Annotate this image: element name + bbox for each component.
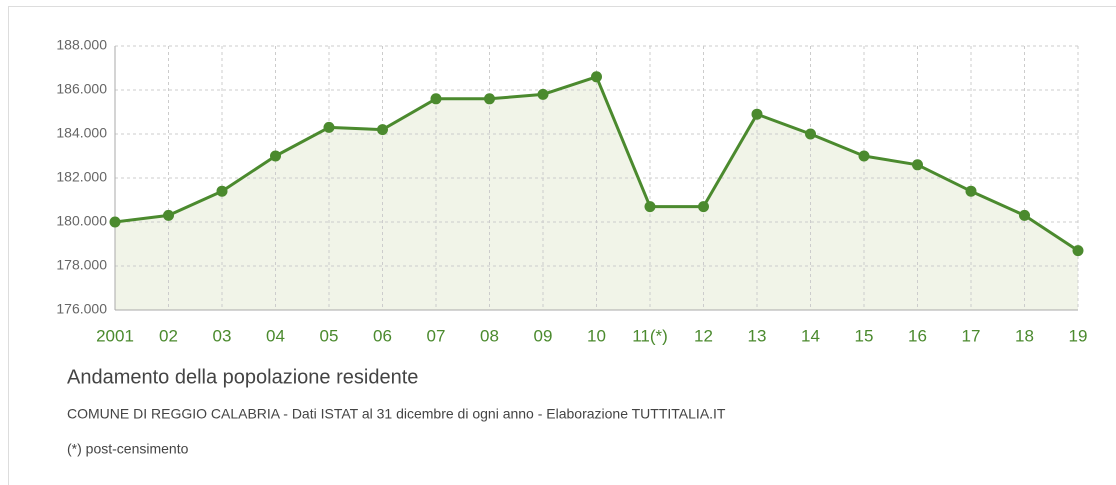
x-tick-label: 11(*) xyxy=(632,326,668,345)
x-tick-label: 09 xyxy=(534,326,553,345)
x-tick-label: 14 xyxy=(801,326,820,345)
marker xyxy=(270,150,281,162)
x-tick-label: 03 xyxy=(213,326,232,345)
x-tick-label: 2001 xyxy=(96,326,134,345)
marker xyxy=(109,216,121,228)
marker xyxy=(377,124,388,136)
chart-subtitle: COMUNE DI REGGIO CALABRIA - Dati ISTAT a… xyxy=(67,406,726,422)
frame xyxy=(8,6,1116,485)
x-tick-label: 12 xyxy=(694,326,713,345)
marker xyxy=(1072,245,1084,257)
marker xyxy=(591,71,602,83)
marker xyxy=(1019,209,1030,221)
x-tick-label: 16 xyxy=(908,326,927,345)
marker xyxy=(644,201,656,213)
x-tick-label: 04 xyxy=(266,326,285,345)
y-tick-label: 184.000 xyxy=(56,125,107,141)
x-tick-label: 17 xyxy=(962,326,981,345)
chart-note: (*) post-censimento xyxy=(67,441,189,457)
y-tick-label: 176.000 xyxy=(56,301,107,317)
x-tick-label: 13 xyxy=(748,326,767,345)
x-tick-label: 15 xyxy=(855,326,874,345)
x-tick-label: 07 xyxy=(427,326,446,345)
marker xyxy=(805,128,816,140)
marker xyxy=(965,185,977,197)
x-tick-label: 05 xyxy=(320,326,339,345)
marker xyxy=(858,150,870,162)
y-tick-label: 178.000 xyxy=(56,257,107,273)
x-tick-label: 19 xyxy=(1069,326,1088,345)
y-tick-label: 188.000 xyxy=(56,37,107,53)
y-tick-label: 180.000 xyxy=(56,213,107,229)
x-tick-label: 10 xyxy=(587,326,606,345)
x-tick-label: 18 xyxy=(1015,326,1034,345)
marker xyxy=(430,93,442,105)
y-tick-label: 186.000 xyxy=(56,81,107,97)
marker xyxy=(216,185,228,197)
x-tick-label: 02 xyxy=(159,326,178,345)
marker xyxy=(698,201,709,213)
x-tick-label: 06 xyxy=(373,326,392,345)
marker xyxy=(751,108,763,120)
y-tick-label: 182.000 xyxy=(56,169,107,185)
area xyxy=(115,76,1078,310)
marker xyxy=(323,121,335,133)
marker xyxy=(163,209,174,221)
marker xyxy=(537,88,549,100)
x-tick-label: 08 xyxy=(480,326,499,345)
marker xyxy=(912,159,923,171)
marker xyxy=(484,93,495,105)
chart-title: Andamento della popolazione residente xyxy=(67,366,418,388)
